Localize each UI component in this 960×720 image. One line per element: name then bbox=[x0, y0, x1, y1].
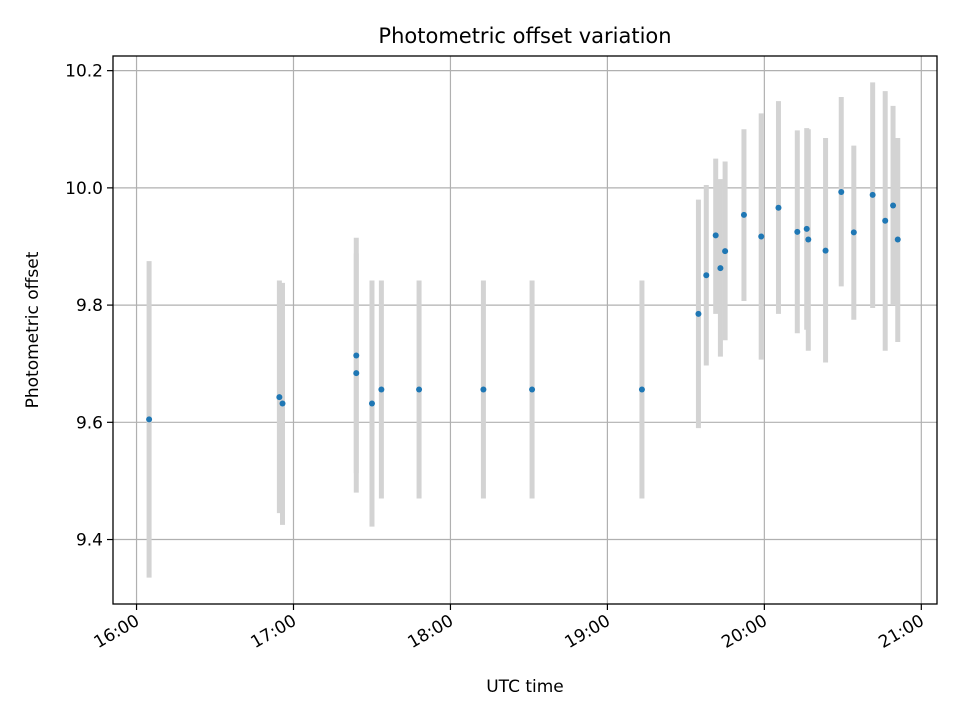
data-point bbox=[775, 204, 782, 211]
data-point bbox=[703, 272, 710, 279]
x-tick-label: 17:00 bbox=[248, 611, 300, 653]
x-axis-label: UTC time bbox=[486, 677, 564, 697]
x-tick-label: 16:00 bbox=[91, 611, 143, 653]
data-points bbox=[146, 188, 901, 423]
data-point bbox=[850, 229, 857, 236]
data-point bbox=[894, 236, 901, 243]
data-point bbox=[638, 386, 645, 393]
data-point bbox=[890, 202, 897, 209]
data-point bbox=[146, 416, 153, 423]
data-point bbox=[378, 386, 385, 393]
data-point bbox=[758, 233, 765, 240]
x-axis: 16:00 17:00 18:00 19:00 20:00 21:00 bbox=[91, 604, 928, 653]
plot-frame bbox=[112, 55, 938, 605]
data-point bbox=[822, 247, 829, 254]
y-tick-label: 10.0 bbox=[65, 179, 103, 199]
data-point bbox=[838, 188, 845, 195]
data-point bbox=[717, 265, 724, 272]
data-point bbox=[279, 400, 286, 407]
y-tick-label: 9.4 bbox=[76, 531, 103, 551]
y-tick-label: 10.2 bbox=[65, 62, 103, 82]
data-point bbox=[529, 386, 536, 393]
error-bars bbox=[146, 82, 901, 578]
data-point bbox=[368, 400, 375, 407]
data-point bbox=[353, 370, 360, 377]
data-point bbox=[805, 236, 812, 243]
data-point bbox=[722, 248, 729, 255]
data-point bbox=[803, 225, 810, 232]
chart-title: Photometric offset variation bbox=[378, 24, 671, 48]
data-point bbox=[353, 352, 360, 359]
x-tick-label: 21:00 bbox=[875, 611, 927, 653]
grid bbox=[113, 56, 937, 604]
data-point bbox=[480, 386, 487, 393]
data-point bbox=[740, 211, 747, 218]
x-tick-label: 18:00 bbox=[405, 611, 457, 653]
data-point bbox=[416, 386, 423, 393]
y-axis-label: Photometric offset bbox=[23, 251, 43, 408]
data-point bbox=[882, 217, 889, 224]
data-point bbox=[712, 232, 719, 239]
data-point bbox=[869, 191, 876, 198]
y-tick-label: 9.8 bbox=[76, 296, 103, 316]
x-tick-label: 19:00 bbox=[561, 611, 613, 653]
y-axis: 9.4 9.6 9.8 10.0 10.2 bbox=[65, 62, 113, 551]
data-point bbox=[276, 394, 283, 401]
y-tick-label: 9.6 bbox=[76, 413, 103, 433]
data-point bbox=[695, 310, 702, 317]
data-point bbox=[794, 228, 801, 235]
x-tick-label: 20:00 bbox=[718, 611, 770, 653]
